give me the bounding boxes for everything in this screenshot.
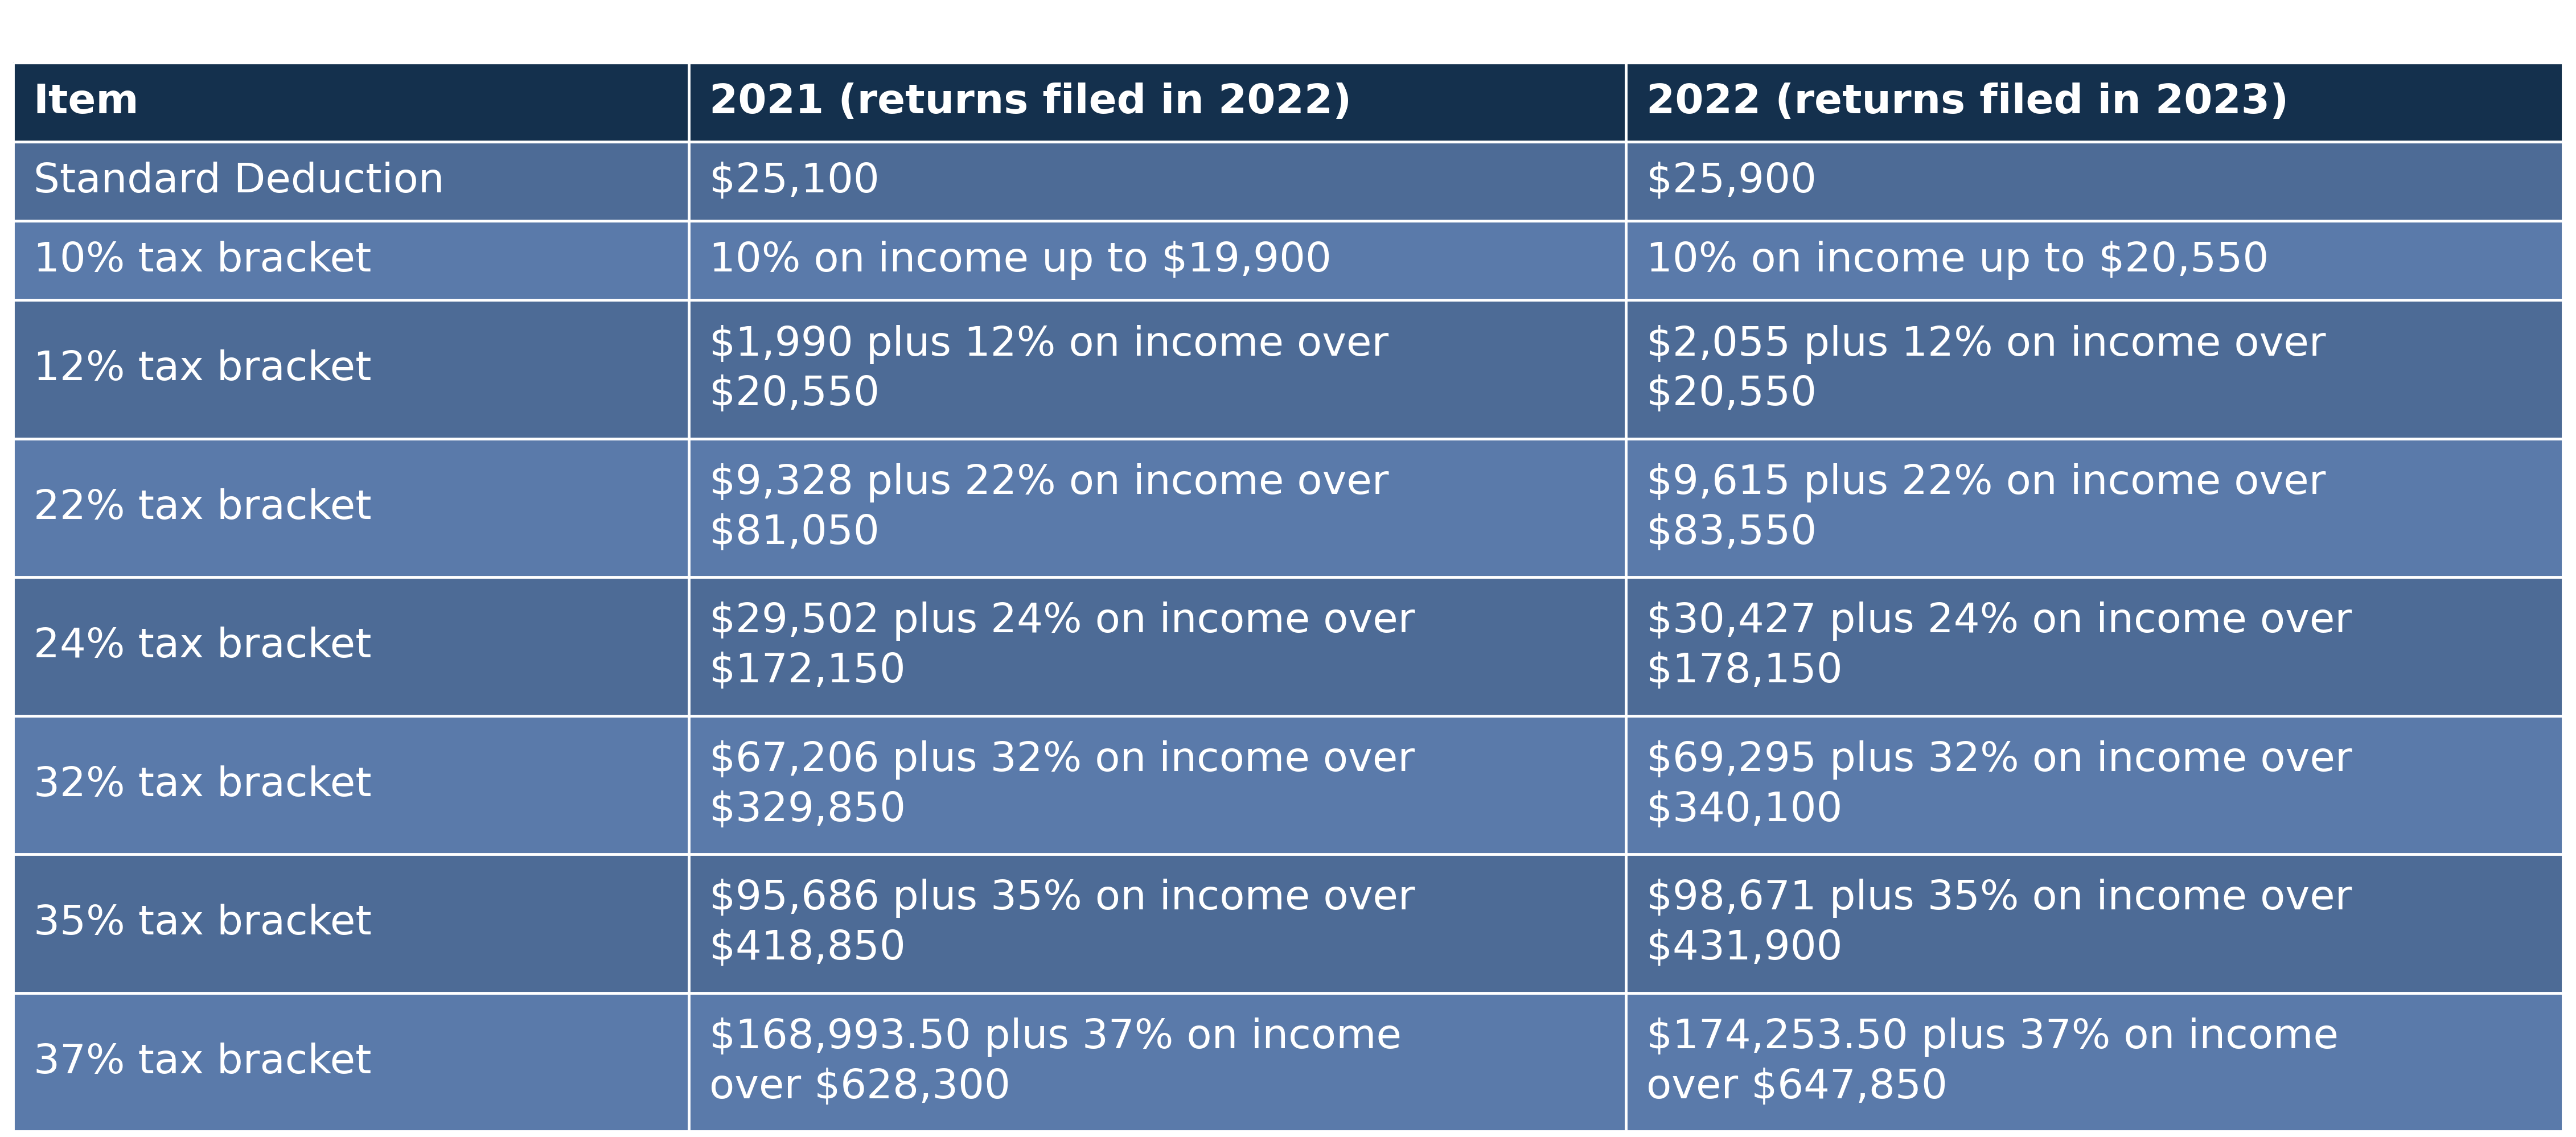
- Bar: [1625, 715, 2563, 854]
- Text: $69,295 plus 32% on income over
$340,100: $69,295 plus 32% on income over $340,100: [1646, 740, 2352, 830]
- Bar: [1625, 439, 2563, 578]
- Bar: [1625, 300, 2563, 439]
- Text: Standard Deduction: Standard Deduction: [33, 161, 443, 201]
- Text: $9,615 plus 22% on income over
$83,550: $9,615 plus 22% on income over $83,550: [1646, 463, 2326, 553]
- Text: $29,502 plus 24% on income over
$172,150: $29,502 plus 24% on income over $172,150: [708, 601, 1414, 691]
- Text: 10% on income up to $19,900: 10% on income up to $19,900: [708, 241, 1332, 280]
- Bar: [1625, 142, 2563, 221]
- Bar: [688, 715, 1625, 854]
- Bar: [1625, 854, 2563, 993]
- Text: 24% tax bracket: 24% tax bracket: [33, 626, 371, 666]
- Bar: [688, 63, 1625, 142]
- Text: 32% tax bracket: 32% tax bracket: [33, 765, 371, 805]
- Bar: [13, 300, 688, 439]
- Text: 2021 (returns filed in 2022): 2021 (returns filed in 2022): [708, 83, 1352, 122]
- Bar: [688, 142, 1625, 221]
- Bar: [688, 300, 1625, 439]
- Text: $9,328 plus 22% on income over
$81,050: $9,328 plus 22% on income over $81,050: [708, 463, 1388, 553]
- Text: $95,686 plus 35% on income over
$418,850: $95,686 plus 35% on income over $418,850: [708, 879, 1414, 968]
- Bar: [1625, 63, 2563, 142]
- Text: $25,100: $25,100: [708, 161, 878, 201]
- Text: 10% tax bracket: 10% tax bracket: [33, 241, 371, 280]
- Text: 22% tax bracket: 22% tax bracket: [33, 488, 371, 528]
- Text: $67,206 plus 32% on income over
$329,850: $67,206 plus 32% on income over $329,850: [708, 740, 1414, 830]
- Bar: [1625, 221, 2563, 300]
- Text: 10% on income up to $20,550: 10% on income up to $20,550: [1646, 241, 2269, 280]
- Text: 35% tax bracket: 35% tax bracket: [33, 904, 371, 943]
- Bar: [13, 578, 688, 715]
- Text: $168,993.50 plus 37% on income
over $628,300: $168,993.50 plus 37% on income over $628…: [708, 1018, 1401, 1106]
- Text: $174,253.50 plus 37% on income
over $647,850: $174,253.50 plus 37% on income over $647…: [1646, 1018, 2339, 1106]
- Text: $1,990 plus 12% on income over
$20,550: $1,990 plus 12% on income over $20,550: [708, 325, 1388, 414]
- Bar: [688, 439, 1625, 578]
- Text: $2,055 plus 12% on income over
$20,550: $2,055 plus 12% on income over $20,550: [1646, 325, 2326, 414]
- Bar: [13, 63, 688, 142]
- Bar: [688, 221, 1625, 300]
- Text: 37% tax bracket: 37% tax bracket: [33, 1043, 371, 1081]
- Bar: [1625, 993, 2563, 1131]
- Text: $98,671 plus 35% on income over
$431,900: $98,671 plus 35% on income over $431,900: [1646, 879, 2352, 968]
- Text: $25,900: $25,900: [1646, 161, 1816, 201]
- Bar: [13, 715, 688, 854]
- Text: $30,427 plus 24% on income over
$178,150: $30,427 plus 24% on income over $178,150: [1646, 601, 2352, 691]
- Text: Item: Item: [33, 83, 139, 122]
- Bar: [13, 221, 688, 300]
- Bar: [1625, 578, 2563, 715]
- Bar: [13, 993, 688, 1131]
- Bar: [13, 142, 688, 221]
- Bar: [13, 439, 688, 578]
- Text: 2022 (returns filed in 2023): 2022 (returns filed in 2023): [1646, 83, 2290, 122]
- Bar: [688, 578, 1625, 715]
- Bar: [688, 854, 1625, 993]
- Bar: [13, 854, 688, 993]
- Text: 12% tax bracket: 12% tax bracket: [33, 350, 371, 389]
- Bar: [688, 993, 1625, 1131]
